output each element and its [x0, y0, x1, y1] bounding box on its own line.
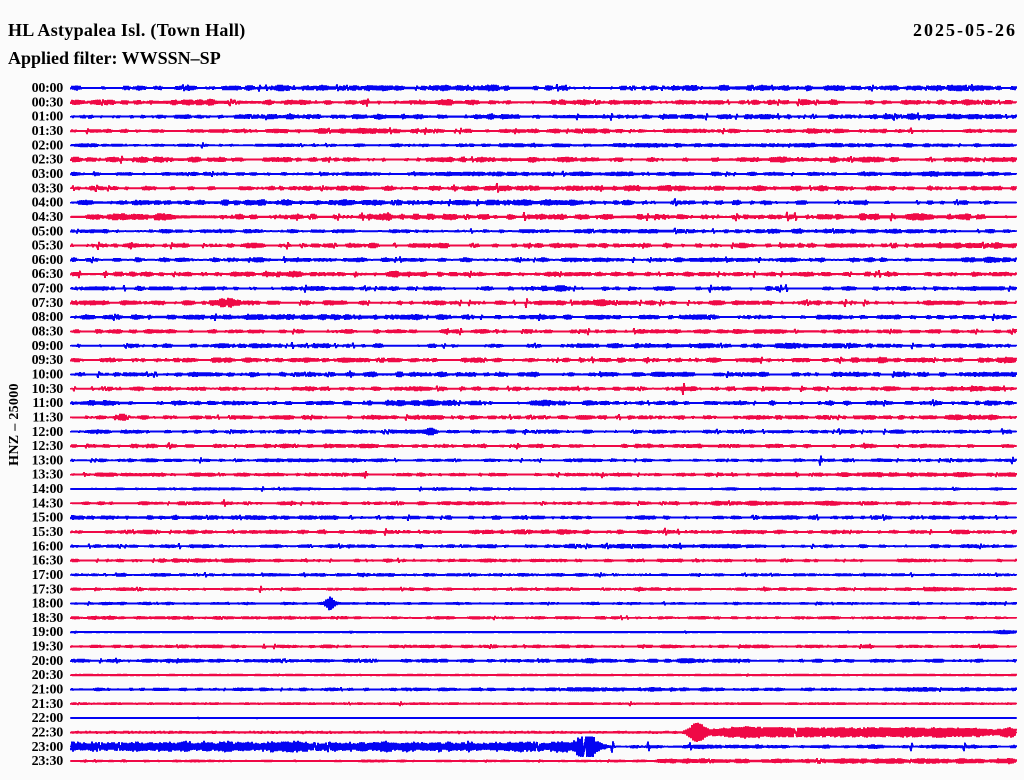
svg-text:11:00: 11:00 — [32, 396, 63, 411]
svg-text:02:30: 02:30 — [32, 153, 64, 168]
svg-text:04:00: 04:00 — [32, 196, 64, 211]
svg-text:15:30: 15:30 — [32, 525, 64, 540]
svg-text:13:00: 13:00 — [32, 453, 64, 468]
svg-text:12:30: 12:30 — [32, 439, 64, 454]
svg-text:14:00: 14:00 — [32, 482, 64, 497]
svg-text:19:00: 19:00 — [32, 625, 64, 640]
svg-text:17:30: 17:30 — [32, 582, 64, 597]
svg-text:16:30: 16:30 — [32, 554, 64, 569]
svg-text:08:30: 08:30 — [32, 325, 64, 340]
svg-text:05:00: 05:00 — [32, 224, 64, 239]
svg-text:09:30: 09:30 — [32, 353, 64, 368]
svg-text:12:00: 12:00 — [32, 425, 64, 440]
svg-text:23:00: 23:00 — [32, 740, 64, 755]
svg-text:00:30: 00:30 — [32, 95, 64, 110]
svg-text:20:30: 20:30 — [32, 668, 64, 683]
svg-text:18:30: 18:30 — [32, 611, 64, 626]
svg-text:06:00: 06:00 — [32, 253, 64, 268]
svg-text:23:30: 23:30 — [32, 754, 64, 769]
svg-text:21:00: 21:00 — [32, 683, 64, 698]
svg-text:2025-05-26: 2025-05-26 — [913, 20, 1017, 40]
svg-text:22:30: 22:30 — [32, 726, 64, 741]
svg-text:18:00: 18:00 — [32, 597, 64, 612]
svg-text:10:00: 10:00 — [32, 368, 64, 383]
svg-text:22:00: 22:00 — [32, 711, 64, 726]
svg-text:00:00: 00:00 — [32, 81, 64, 96]
svg-text:08:00: 08:00 — [32, 310, 64, 325]
svg-text:15:00: 15:00 — [32, 511, 64, 526]
svg-text:21:30: 21:30 — [32, 697, 64, 712]
svg-text:Applied filter: WWSSN–SP: Applied filter: WWSSN–SP — [8, 48, 221, 68]
svg-text:06:30: 06:30 — [32, 267, 64, 282]
svg-text:03:00: 03:00 — [32, 167, 64, 182]
svg-text:11:30: 11:30 — [32, 410, 63, 425]
svg-text:07:00: 07:00 — [32, 282, 64, 297]
svg-text:14:30: 14:30 — [32, 496, 64, 511]
svg-text:03:30: 03:30 — [32, 181, 64, 196]
svg-text:05:30: 05:30 — [32, 239, 64, 254]
svg-text:17:00: 17:00 — [32, 568, 64, 583]
svg-text:HL Astypalea Isl. (Town Hall): HL Astypalea Isl. (Town Hall) — [8, 20, 246, 41]
svg-text:10:30: 10:30 — [32, 382, 64, 397]
svg-text:13:30: 13:30 — [32, 468, 64, 483]
svg-text:16:00: 16:00 — [32, 539, 64, 554]
svg-text:HNZ – 25000: HNZ – 25000 — [7, 383, 22, 466]
svg-text:07:30: 07:30 — [32, 296, 64, 311]
svg-text:04:30: 04:30 — [32, 210, 64, 225]
svg-text:20:00: 20:00 — [32, 654, 64, 669]
svg-text:01:00: 01:00 — [32, 110, 64, 125]
svg-text:19:30: 19:30 — [32, 640, 64, 655]
svg-text:01:30: 01:30 — [32, 124, 64, 139]
svg-text:09:00: 09:00 — [32, 339, 64, 354]
svg-text:02:00: 02:00 — [32, 138, 64, 153]
